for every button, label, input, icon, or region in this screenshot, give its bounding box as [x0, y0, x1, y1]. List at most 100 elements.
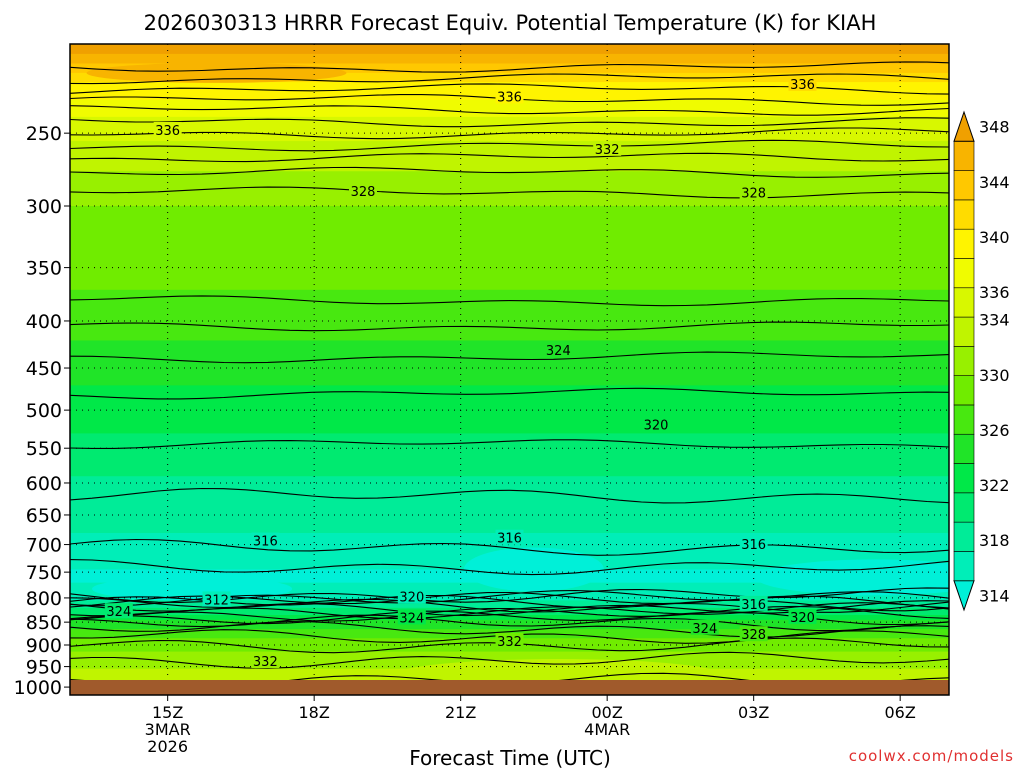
cold-pocket [463, 547, 604, 592]
y-tick-label: 550 [26, 438, 62, 460]
grid-lines [70, 44, 949, 695]
field-band [70, 44, 949, 55]
contour-line [70, 105, 949, 116]
field-band [70, 496, 949, 500]
field-band [70, 368, 949, 374]
field-band [70, 455, 949, 460]
y-tick-label: 400 [26, 311, 62, 333]
field-band [70, 410, 949, 415]
colorbar: 314 318 322 326 330 334 336 340 344 348 [953, 110, 1010, 612]
contour-line [70, 387, 949, 400]
field-band [70, 626, 949, 630]
contour-label: 320 [399, 590, 424, 605]
field-band [70, 156, 949, 165]
field-band [70, 335, 949, 342]
contour-label: 324 [692, 622, 717, 637]
plot-frame [69, 43, 950, 696]
field-band [70, 212, 949, 220]
field-band [70, 658, 949, 661]
field-band [70, 354, 949, 360]
contour-label: 332 [595, 143, 620, 158]
cold-pocket [755, 559, 949, 596]
colorbar-segment [953, 375, 975, 406]
contour-label-bg [495, 529, 524, 545]
field-band [70, 289, 949, 296]
contour-line [70, 321, 949, 332]
field-band [70, 393, 949, 399]
field-band [70, 406, 949, 411]
contour-label-bg [153, 121, 182, 137]
field-band [70, 502, 949, 507]
field-band [70, 544, 949, 549]
contour-label: 324 [106, 605, 131, 620]
y-tick-label: 800 [26, 588, 62, 610]
field-band [70, 631, 949, 635]
colorbar-segment [953, 463, 975, 494]
contour-label-bg [349, 183, 377, 199]
field-band [70, 597, 949, 602]
contour-line [70, 351, 949, 364]
colorbar-label: 322 [979, 476, 1010, 495]
field-band [70, 267, 949, 274]
field-band [70, 116, 949, 126]
contour-label-bg [251, 532, 280, 548]
field-band [70, 524, 949, 528]
field-band [70, 325, 949, 332]
field-band [70, 402, 949, 407]
field-band [70, 359, 949, 365]
field-band [70, 278, 949, 285]
field-band [70, 489, 949, 494]
field-band [70, 206, 949, 214]
field-band [70, 465, 949, 471]
contour-line [70, 605, 949, 622]
field-band [70, 492, 949, 497]
field-band [70, 256, 949, 263]
field-band [70, 414, 949, 419]
x-tick-label: 2026 [147, 737, 188, 756]
field-band [70, 462, 949, 467]
y-tick-label: 700 [26, 535, 62, 557]
field-band [70, 340, 949, 346]
field-band [70, 655, 949, 659]
colorbar-label: 344 [979, 173, 1010, 192]
field-band [70, 647, 949, 651]
contour-label: 324 [546, 344, 571, 359]
contour-line [70, 61, 949, 73]
theta-e-field [70, 44, 949, 695]
field-band [70, 486, 949, 491]
field-band [70, 53, 949, 65]
field-band [70, 479, 949, 484]
contour-label: 316 [253, 535, 278, 550]
field-band [70, 82, 949, 92]
colorbar-segment [953, 551, 975, 582]
colorbar-segment [953, 170, 975, 201]
x-tick-label: 03Z [738, 703, 769, 722]
field-band [70, 231, 949, 239]
field-band [70, 108, 949, 118]
field-band [70, 499, 949, 504]
x-tick-label: 15Z [152, 703, 183, 722]
field-band [70, 225, 949, 233]
field-band [70, 345, 949, 351]
contour-line [70, 651, 949, 669]
field-band [70, 295, 949, 302]
x-axis-title: Forecast Time (UTC) [409, 746, 611, 768]
y-tick-label: 300 [26, 196, 62, 218]
field-band [70, 261, 949, 269]
field-band [70, 527, 949, 531]
colorbar-segment [953, 287, 975, 318]
contour-label-bg [739, 595, 768, 611]
contour-line [70, 73, 949, 85]
y-tick-label: 600 [26, 473, 62, 495]
contour-label: 316 [741, 598, 766, 613]
field-band [70, 437, 949, 442]
contour-label-bg [202, 591, 231, 607]
field-band [70, 363, 949, 369]
y-tick-label: 900 [26, 635, 62, 657]
field-band [70, 605, 949, 609]
colorbar-label: 314 [979, 586, 1010, 605]
x-tick-label: 06Z [885, 703, 916, 722]
x-tick-label: 18Z [299, 703, 330, 722]
